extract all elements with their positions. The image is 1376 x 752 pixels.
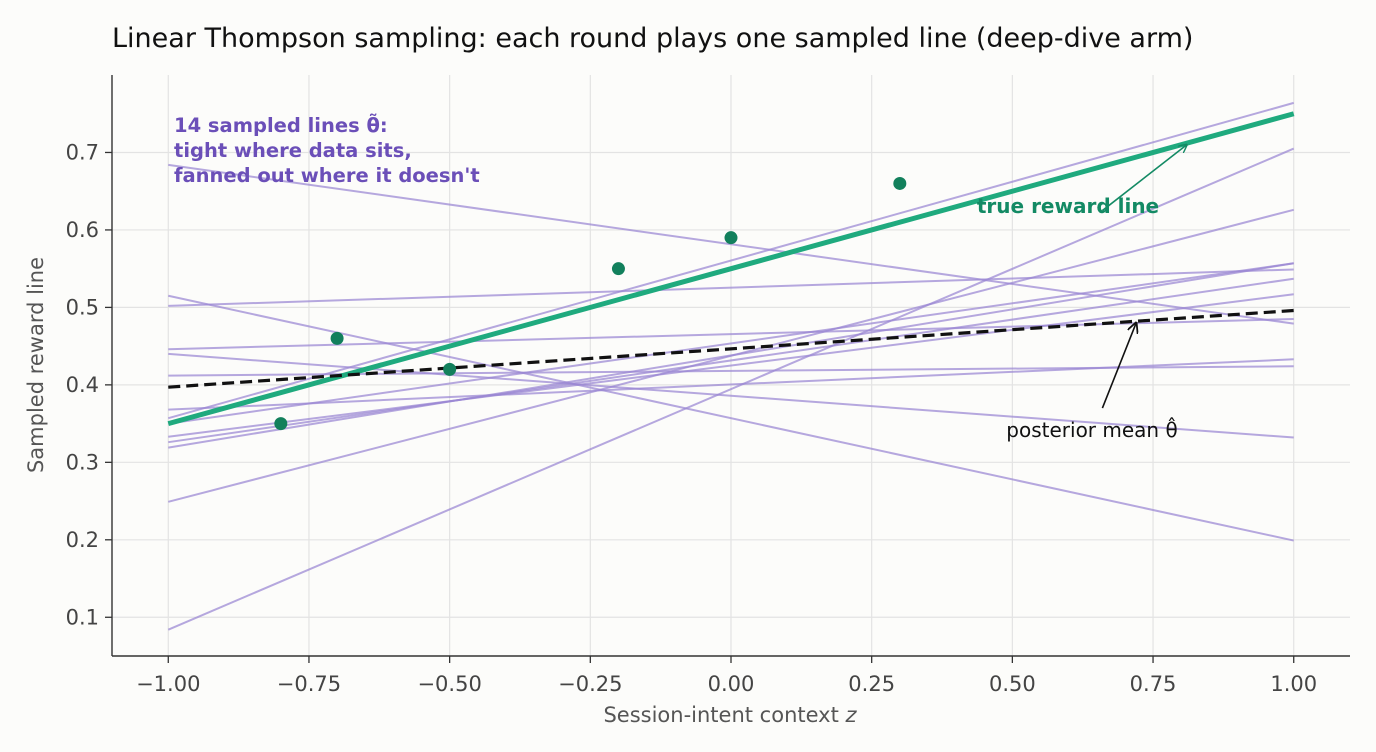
- posterior-mean-label: posterior mean θ̂: [1006, 417, 1177, 442]
- posterior-mean-layer: [168, 308, 1294, 389]
- x-tick-label-0: −1.00: [136, 672, 200, 696]
- y-tick-label-6: 0.7: [66, 140, 99, 164]
- posterior-mean-arrow: [1101, 323, 1136, 409]
- y-tick-label-3: 0.4: [66, 373, 99, 397]
- sampled-line-2: [168, 294, 1294, 542]
- sampled-line-13: [167, 147, 1295, 631]
- true-line-arrow: [1101, 145, 1186, 212]
- x-ticks: −1.00 −0.75 −0.50 −0.25 0.00 0.25 0.50 0.75 1.00: [136, 656, 1317, 696]
- y-axis-label: Sampled reward line: [24, 257, 48, 473]
- y-tick-label-1: 0.2: [66, 528, 99, 552]
- x-axis-label: Session-intent context z: [603, 703, 857, 727]
- sampled-line-10: [168, 277, 1294, 444]
- sampled-line-12: [168, 208, 1294, 503]
- y-tick-label-5: 0.6: [66, 218, 99, 242]
- sampled-lines: [167, 101, 1295, 631]
- observation-point-3: [443, 362, 457, 376]
- observation-point-2: [330, 331, 344, 345]
- sampled-line-9: [168, 293, 1294, 438]
- annotations: 14 sampled lines θ̃: tight where data si…: [174, 112, 1187, 442]
- chart-title: Linear Thompson sampling: each round pla…: [112, 23, 1193, 54]
- x-tick-label-1: −0.75: [277, 672, 341, 696]
- sampled-line-3: [168, 268, 1294, 307]
- x-tick-label-4: 0.00: [708, 672, 755, 696]
- sampled-note-line-1: 14 sampled lines θ̃:: [174, 112, 388, 137]
- y-tick-label-0: 0.1: [66, 605, 99, 629]
- sampled-line-1: [168, 163, 1294, 325]
- observation-point-1: [274, 417, 288, 431]
- y-tick-label-4: 0.5: [66, 295, 99, 319]
- true-line-layer: [167, 111, 1295, 427]
- observation-points: [274, 176, 907, 431]
- sampled-line-8: [168, 262, 1294, 425]
- observation-point-6: [893, 176, 907, 190]
- x-tick-label-7: 0.75: [1130, 672, 1177, 696]
- true-reward-line: [167, 111, 1295, 427]
- sampled-line-14: [168, 101, 1294, 420]
- x-tick-label-2: −0.50: [417, 672, 481, 696]
- sampled-line-5: [168, 352, 1294, 439]
- x-tick-label-3: −0.25: [558, 672, 622, 696]
- posterior-mean-line: [168, 308, 1294, 389]
- sampled-note-line-3: fanned out where it doesn't: [174, 164, 480, 187]
- x-tick-label-5: 0.25: [848, 672, 895, 696]
- x-tick-label-8: 1.00: [1270, 672, 1317, 696]
- observation-point-5: [724, 231, 738, 245]
- y-ticks: 0.1 0.2 0.3 0.4 0.5 0.6 0.7: [66, 140, 112, 629]
- sampled-note-line-2: tight where data sits,: [174, 139, 412, 162]
- observation-point-4: [611, 262, 625, 276]
- true-line-label: true reward line: [977, 194, 1159, 218]
- sampled-lines-note: 14 sampled lines θ̃: tight where data si…: [174, 112, 480, 187]
- x-tick-label-6: 0.50: [989, 672, 1036, 696]
- y-tick-label-2: 0.3: [66, 450, 99, 474]
- sampled-line-7: [168, 358, 1294, 411]
